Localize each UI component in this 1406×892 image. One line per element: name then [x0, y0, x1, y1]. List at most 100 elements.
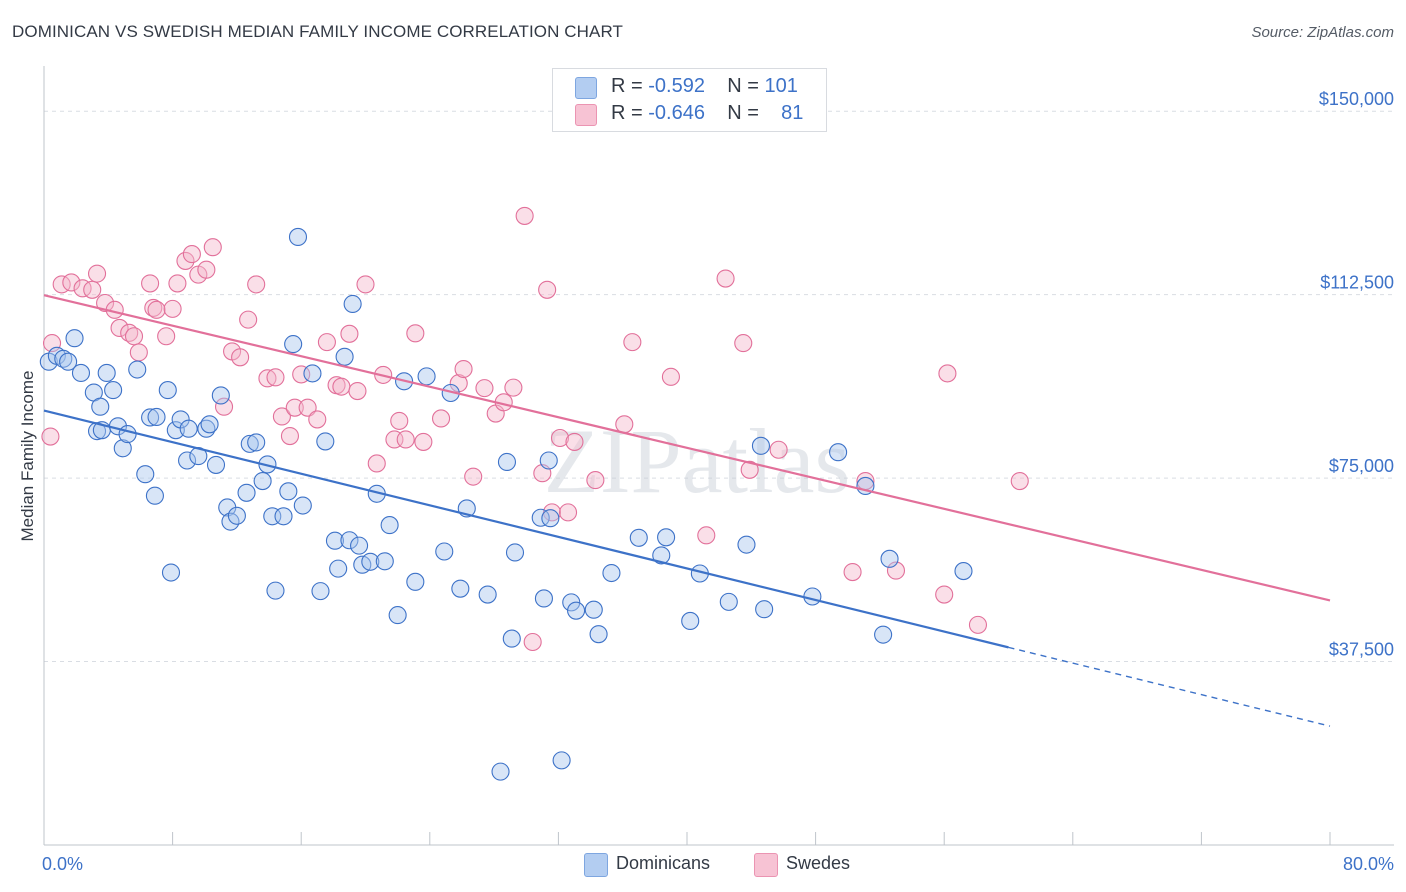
data-point — [629, 528, 648, 547]
data-point — [567, 601, 586, 620]
data-point — [144, 298, 163, 317]
data-point — [565, 432, 584, 451]
data-point — [751, 436, 770, 455]
legend-label-swedes: Swedes — [786, 853, 851, 873]
data-point — [954, 562, 973, 581]
data-point — [206, 455, 226, 474]
data-point — [615, 415, 634, 434]
data-point — [332, 377, 351, 396]
data-point — [769, 440, 788, 459]
axes — [43, 66, 1394, 846]
data-point — [697, 526, 716, 545]
data-point — [497, 452, 517, 472]
data-point — [231, 348, 250, 367]
data-point — [197, 260, 216, 279]
data-point — [550, 428, 570, 448]
data-point — [1010, 472, 1029, 491]
legend-swatch-blue — [584, 853, 608, 877]
data-point — [280, 427, 299, 446]
data-point — [504, 378, 523, 397]
data-point — [158, 381, 177, 400]
data-point — [110, 318, 129, 337]
data-point — [340, 324, 359, 343]
data-point — [279, 482, 298, 501]
data-point — [652, 546, 671, 565]
legend-label-dominicans: Dominicans — [616, 853, 711, 873]
data-point — [161, 563, 181, 582]
data-point — [348, 381, 367, 401]
y-tick-label: $37,500 — [1329, 640, 1394, 660]
data-point — [157, 327, 176, 346]
data-point — [141, 408, 160, 427]
data-point — [935, 585, 954, 604]
data-point — [586, 471, 605, 490]
data-point — [539, 451, 558, 470]
data-point — [716, 269, 735, 288]
x-tick-label-min: 0.0% — [42, 854, 83, 874]
data-point — [83, 280, 102, 299]
y-tick-label: $112,500 — [1320, 273, 1394, 293]
data-point — [602, 563, 621, 583]
data-point — [396, 430, 415, 449]
data-point — [803, 587, 822, 606]
data-point — [87, 264, 107, 283]
data-point — [829, 443, 848, 462]
data-point — [285, 398, 304, 417]
legend-r-label: R = — [611, 102, 643, 124]
data-point — [329, 559, 348, 578]
data-point — [542, 503, 562, 522]
data-point — [41, 427, 60, 446]
legend-swatch-blue — [575, 77, 597, 99]
data-point — [168, 274, 187, 293]
data-point — [54, 349, 73, 368]
data-point — [880, 549, 899, 568]
data-point — [380, 516, 399, 535]
data-point — [62, 273, 81, 292]
data-point — [97, 363, 116, 382]
data-point — [515, 206, 534, 225]
data-point — [284, 335, 303, 354]
data-point — [203, 238, 222, 257]
data-point — [65, 329, 84, 348]
data-point — [661, 367, 680, 386]
data-point — [719, 592, 738, 611]
data-point — [128, 360, 147, 379]
data-point — [141, 274, 160, 293]
data-point — [454, 359, 473, 379]
y-tick-label: $150,000 — [1319, 89, 1394, 109]
data-point — [136, 465, 155, 484]
data-point — [178, 451, 197, 470]
trend-line-swedes — [43, 294, 1331, 602]
legend-r-value: -0.592 — [648, 75, 705, 97]
data-point — [293, 496, 312, 515]
data-point — [247, 433, 266, 452]
data-point — [623, 333, 642, 352]
data-point — [406, 572, 425, 591]
data-point — [390, 411, 409, 430]
legend-swatch-pink — [575, 104, 597, 126]
stats-legend: R = -0.592 N = 101 R = -0.646 N = 81 — [552, 68, 827, 132]
legend-n-value: 101 — [764, 75, 798, 97]
data-point — [147, 300, 166, 319]
data-point — [340, 531, 359, 550]
data-point — [214, 397, 234, 416]
trend-line-dominicans-extension — [1008, 646, 1331, 727]
data-point — [505, 543, 525, 562]
legend-r-label: R = — [611, 75, 643, 97]
data-point — [200, 415, 219, 434]
data-point — [361, 552, 380, 571]
data-point — [589, 625, 608, 644]
data-point — [211, 386, 230, 405]
data-point — [350, 536, 369, 555]
data-point — [227, 506, 246, 525]
data-point — [968, 615, 988, 634]
data-point — [356, 275, 375, 294]
data-point — [740, 460, 759, 479]
data-point — [502, 629, 521, 648]
data-point — [247, 275, 266, 294]
data-point — [316, 432, 335, 451]
data-point — [737, 535, 756, 554]
x-tick-label-max: 80.0% — [1343, 854, 1394, 874]
legend-r-value: -0.646 — [648, 102, 705, 124]
